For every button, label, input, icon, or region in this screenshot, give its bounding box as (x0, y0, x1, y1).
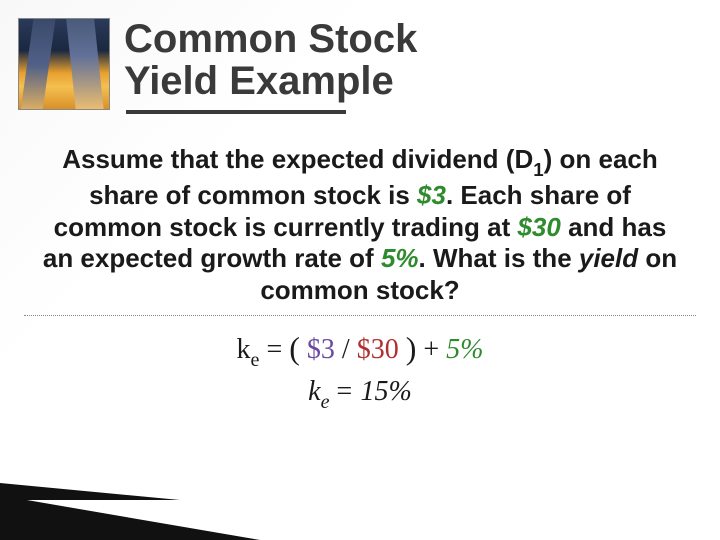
title-block: Common Stock Yield Example (124, 18, 417, 114)
text-run-yield: yield (579, 243, 638, 273)
space (399, 334, 406, 365)
space (300, 334, 307, 365)
slide-title-line1: Common Stock (124, 18, 417, 60)
value-growth: 5% (381, 243, 419, 273)
plus: + (416, 334, 446, 365)
formula-block: ke = ( $3 / $30 ) + 5% ke = 15% (0, 326, 720, 415)
text-run: Assume that the (62, 144, 272, 174)
subscript-1: 1 (533, 159, 543, 180)
text-run: of (342, 243, 381, 273)
formula-line-2: ke = 15% (0, 373, 720, 415)
formula-price: $30 (357, 334, 399, 365)
slide-title-line2: Yield Example (124, 60, 417, 102)
var-k: k (308, 376, 320, 407)
formula-growth: 5% (446, 334, 483, 365)
var-k: k (237, 334, 251, 365)
dotted-divider (24, 315, 696, 316)
divide: / (335, 334, 357, 365)
subscript-e: e (321, 391, 335, 413)
text-run: . What is the (419, 243, 579, 273)
value-price: $30 (517, 212, 560, 242)
text-run: ) (544, 144, 553, 174)
formula-line-1: ke = ( $3 / $30 ) + 5% (0, 326, 720, 373)
lparen: ( (289, 330, 300, 366)
text-run-growth-rate: growth rate (200, 243, 342, 273)
body-paragraph: Assume that the expected dividend (D1) o… (36, 144, 684, 307)
title-thumbnail-image (18, 18, 110, 110)
subscript-e: e (251, 349, 260, 371)
rparen: ) (406, 330, 417, 366)
corner-decoration (0, 450, 260, 540)
title-underline (126, 110, 346, 114)
value-dividend: $3 (417, 180, 446, 210)
formula-result: 15% (361, 376, 412, 407)
equals: = (335, 376, 361, 407)
formula-dividend: $3 (307, 334, 335, 365)
text-run-expected-dividend: expected dividend (D (272, 144, 534, 174)
equals: = (259, 334, 289, 365)
decor-triangle-lower (0, 492, 260, 540)
